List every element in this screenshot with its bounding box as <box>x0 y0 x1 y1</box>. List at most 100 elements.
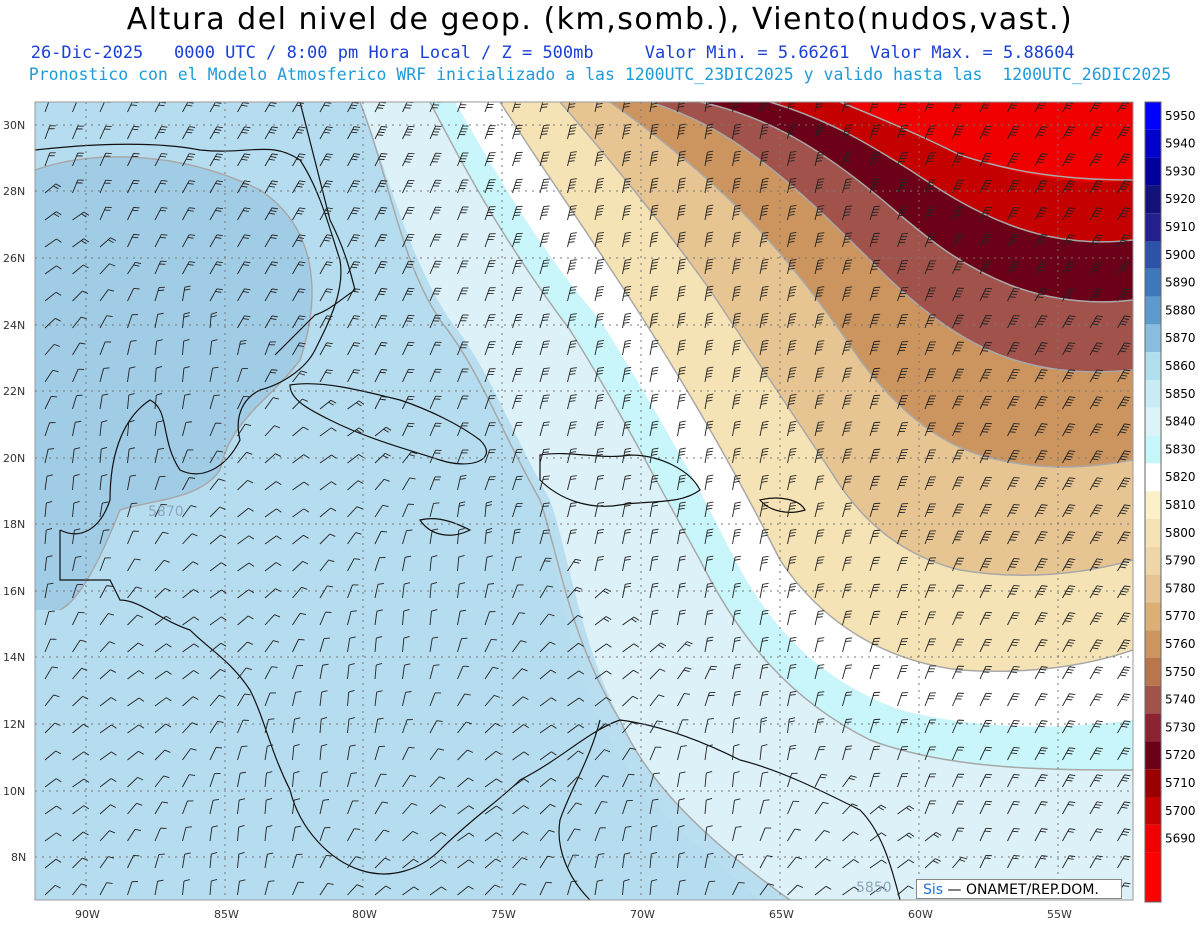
wind-barb <box>814 476 819 491</box>
wind-barb <box>154 180 162 194</box>
wind-barb-feather <box>788 241 795 243</box>
wind-barb-feather <box>570 367 577 369</box>
wind-barb <box>594 287 599 302</box>
wind-barb-feather <box>242 210 249 212</box>
wind-barb-feather <box>734 666 741 669</box>
wind-barb-feather <box>1096 504 1103 507</box>
wind-barb-feather <box>192 561 199 565</box>
wind-barb-feather <box>797 884 804 889</box>
wind-barb <box>154 588 166 599</box>
wind-barb-feather <box>790 285 797 288</box>
wind-barb-feather <box>679 207 686 210</box>
wind-barb-feather <box>271 288 278 291</box>
wind-barb-feather <box>1095 831 1102 833</box>
wind-barb-feather <box>733 507 740 510</box>
wind-barb-feather <box>817 181 824 183</box>
wind-barb <box>1034 126 1042 140</box>
wind-barb <box>99 341 106 356</box>
wind-barb <box>99 102 105 113</box>
wind-barb-feather <box>186 104 193 107</box>
wind-barb <box>787 530 791 545</box>
wind-barb-feather <box>1122 372 1129 374</box>
wind-barb-feather <box>108 856 115 859</box>
wind-barb-feather <box>1037 593 1044 595</box>
wind-barb <box>1089 477 1098 491</box>
wind-barb-feather <box>82 831 89 836</box>
wind-barb <box>264 562 277 572</box>
lat-label: 8N <box>11 851 26 864</box>
wind-barb <box>292 692 296 707</box>
wind-barb <box>979 558 987 572</box>
wind-barb <box>979 801 987 815</box>
wind-barb-feather <box>486 555 493 558</box>
wind-barb <box>99 289 109 302</box>
wind-barb-feather <box>157 879 164 882</box>
colorbar-label: 5760 <box>1165 637 1196 651</box>
wind-barb <box>347 719 350 734</box>
wind-barb <box>264 397 274 410</box>
wind-barb <box>594 395 599 410</box>
wind-barb-feather <box>348 663 355 666</box>
wind-barb <box>319 533 331 545</box>
wind-barb-feather <box>762 639 769 642</box>
gph-5820-region <box>455 102 1133 727</box>
wind-barb-feather <box>789 234 796 237</box>
wind-barb-feather <box>47 582 54 585</box>
wind-barb-feather <box>1119 296 1126 299</box>
wind-barb-feather <box>271 261 278 264</box>
wind-barb-feather <box>1012 668 1019 671</box>
wind-barb-feather <box>1119 431 1126 434</box>
wind-barb-feather <box>215 156 222 158</box>
wind-barb-feather <box>1124 558 1131 561</box>
wind-barb-feather <box>570 232 577 234</box>
wind-barb-feather <box>74 447 81 450</box>
wind-barb-feather <box>568 268 575 270</box>
wind-barb <box>567 587 577 599</box>
wind-barb-feather <box>707 339 714 342</box>
wind-barb <box>484 805 497 815</box>
wind-barb <box>649 152 653 167</box>
wind-barb-feather <box>351 212 358 215</box>
wind-barb-feather <box>733 240 740 243</box>
wind-barb <box>704 233 708 248</box>
wind-barb-feather <box>354 100 360 101</box>
wind-barb-feather <box>1092 539 1099 542</box>
contour-label-5850: 5850 <box>856 880 892 896</box>
wind-barb-feather <box>468 859 475 864</box>
wind-barb-feather <box>271 126 278 129</box>
wind-barb-feather <box>541 160 548 162</box>
wind-barb <box>457 611 461 626</box>
wind-barb-feather <box>816 562 823 564</box>
wind-barb <box>209 341 213 356</box>
wind-barb <box>869 719 875 734</box>
wind-barb-feather <box>1122 264 1129 266</box>
wind-barb-feather <box>1092 458 1099 461</box>
wind-barb-feather <box>623 399 631 402</box>
wind-barb <box>1007 720 1015 734</box>
wind-barb-feather <box>790 204 797 207</box>
wind-barb-feather <box>651 207 658 210</box>
credit-box: Sis — ONAMET/REP.DOM. <box>916 879 1122 899</box>
wind-barb <box>44 152 51 167</box>
wind-barb-feather <box>570 394 577 396</box>
wind-barb-feather <box>706 423 713 426</box>
wind-barb-feather <box>789 373 796 375</box>
wind-barb <box>429 476 436 491</box>
wind-barb <box>484 832 497 842</box>
wind-barb <box>457 530 460 545</box>
wind-barb <box>1034 477 1042 491</box>
wind-barb-feather <box>678 372 685 375</box>
wind-barb <box>979 423 987 437</box>
wind-barb-feather <box>679 555 686 558</box>
credit-prefix: Sis <box>923 882 944 898</box>
wind-barb-feather <box>761 426 768 429</box>
wind-barb <box>347 828 355 842</box>
wind-barb <box>539 585 548 599</box>
wind-barb-feather <box>843 160 850 162</box>
wind-barb <box>402 261 409 275</box>
wind-barb <box>842 125 847 140</box>
wind-barb-feather <box>881 832 887 837</box>
wind-barb <box>1007 693 1015 707</box>
wind-barb-feather <box>46 474 53 477</box>
wind-barb-feather <box>1009 566 1016 568</box>
